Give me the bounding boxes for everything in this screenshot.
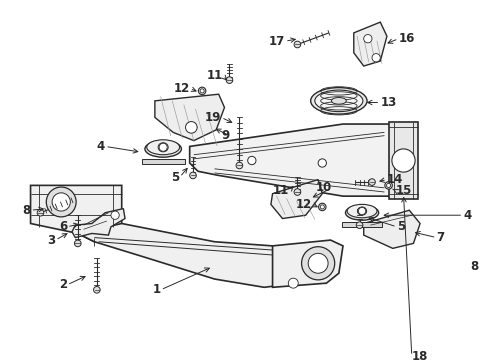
Text: 9: 9 [221, 129, 229, 142]
Text: 8: 8 [22, 204, 30, 217]
Circle shape [391, 149, 414, 172]
Circle shape [37, 210, 44, 216]
Circle shape [159, 143, 167, 151]
Text: 19: 19 [204, 111, 221, 124]
Text: 5: 5 [396, 220, 404, 233]
Circle shape [320, 205, 324, 209]
Polygon shape [272, 240, 342, 287]
Text: 4: 4 [97, 140, 105, 153]
Circle shape [368, 179, 375, 185]
Circle shape [189, 172, 196, 179]
Text: 6: 6 [59, 220, 67, 233]
Circle shape [225, 77, 232, 84]
Ellipse shape [331, 98, 346, 104]
Polygon shape [155, 94, 224, 141]
Text: 1: 1 [152, 283, 161, 296]
Circle shape [480, 265, 486, 271]
Ellipse shape [144, 141, 181, 157]
Circle shape [363, 35, 371, 43]
Circle shape [301, 247, 334, 280]
Circle shape [52, 193, 70, 211]
Circle shape [358, 207, 365, 215]
Ellipse shape [158, 143, 168, 152]
Circle shape [293, 189, 300, 195]
Circle shape [200, 89, 204, 93]
Text: 4: 4 [462, 209, 470, 222]
Circle shape [198, 87, 205, 95]
Polygon shape [388, 122, 417, 199]
Text: 2: 2 [59, 278, 67, 291]
Text: 16: 16 [398, 32, 414, 45]
Text: 18: 18 [411, 350, 427, 360]
Text: 12: 12 [295, 198, 312, 211]
Polygon shape [142, 159, 184, 164]
Circle shape [247, 156, 255, 165]
Circle shape [111, 211, 119, 219]
Polygon shape [363, 210, 419, 248]
Text: 11: 11 [206, 69, 223, 82]
Text: 13: 13 [380, 96, 396, 109]
Ellipse shape [345, 205, 378, 220]
Ellipse shape [357, 207, 366, 215]
Polygon shape [78, 224, 309, 287]
Circle shape [307, 253, 327, 273]
Circle shape [46, 187, 76, 217]
Circle shape [236, 162, 242, 169]
Circle shape [384, 182, 391, 189]
Text: 7: 7 [436, 231, 444, 244]
Text: 17: 17 [268, 35, 285, 48]
Polygon shape [342, 222, 381, 227]
Polygon shape [353, 22, 386, 66]
Ellipse shape [314, 90, 362, 112]
Ellipse shape [310, 87, 366, 114]
Polygon shape [270, 180, 322, 219]
Text: 15: 15 [394, 184, 411, 197]
Ellipse shape [146, 140, 179, 155]
Circle shape [318, 159, 326, 167]
Text: 12: 12 [173, 82, 189, 95]
Circle shape [293, 41, 300, 48]
Circle shape [386, 183, 390, 188]
Text: 3: 3 [47, 234, 55, 247]
Circle shape [74, 240, 81, 247]
Circle shape [185, 122, 197, 133]
Polygon shape [72, 208, 125, 238]
Circle shape [288, 278, 298, 288]
Circle shape [318, 203, 325, 211]
Circle shape [356, 222, 362, 229]
Polygon shape [30, 185, 122, 242]
Text: 14: 14 [386, 173, 403, 186]
Ellipse shape [346, 204, 376, 218]
Text: 8: 8 [469, 260, 477, 273]
Circle shape [93, 287, 100, 293]
Text: 10: 10 [315, 181, 331, 194]
Text: 11: 11 [272, 184, 288, 197]
Circle shape [371, 54, 380, 62]
Text: 5: 5 [171, 171, 180, 184]
Polygon shape [189, 124, 396, 196]
